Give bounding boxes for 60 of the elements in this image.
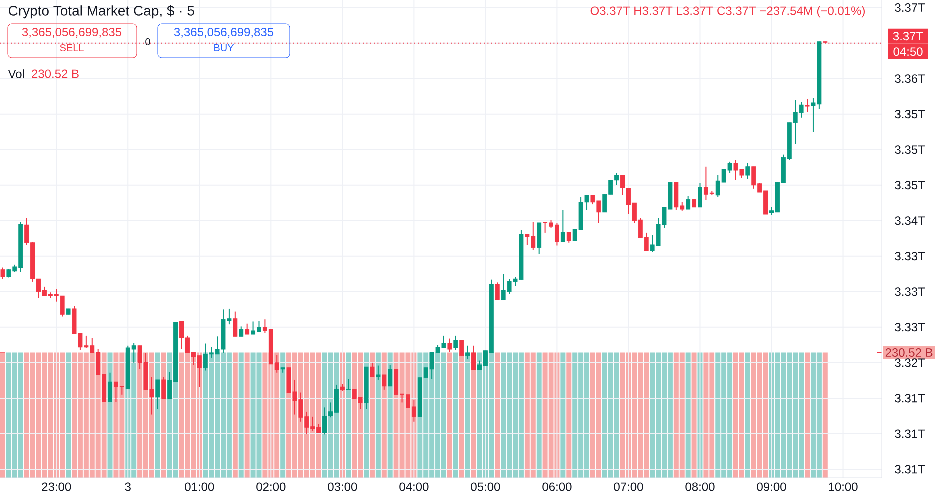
candlestick: [239, 326, 244, 338]
y-tick-label: 3.36T: [895, 74, 926, 84]
candlestick: [805, 98, 810, 113]
x-tick-label: 06:00: [542, 482, 572, 492]
candlestick: [376, 365, 381, 380]
x-tick-label: 05:00: [471, 482, 500, 492]
annotation: 3,365,056,699,835: [174, 28, 274, 38]
candlestick: [454, 335, 458, 351]
y-tick-label: 3.31T: [895, 394, 926, 403]
candlestick: [460, 340, 464, 356]
candlestick: [466, 345, 470, 360]
x-tick-label: 09:00: [757, 482, 786, 492]
annotation: 230.52 B: [32, 70, 79, 78]
x-tick-label: 23:00: [42, 482, 72, 492]
y-tick-label: 3.33T: [895, 323, 926, 332]
x-tick-label: 3: [125, 482, 131, 492]
y2-tick-label: 230.52 B: [886, 348, 933, 358]
candlestick: [448, 338, 452, 353]
candlestick: [686, 196, 691, 210]
candlestick: [472, 345, 476, 371]
candlestick: [162, 376, 166, 400]
x-tick-label: 03:00: [328, 482, 358, 492]
candlestick: [746, 162, 750, 180]
y-tick-label: 3.35T: [895, 110, 926, 119]
y-tick-label: 3.31T: [895, 430, 926, 438]
candlestick: [382, 374, 387, 390]
y-tick-label: 3.35T: [895, 181, 926, 190]
candlestick: [495, 282, 500, 300]
annotation: BUY: [214, 44, 234, 52]
candlestick: [388, 364, 393, 387]
x-tick-label: 01:00: [185, 482, 214, 492]
annotation: 0: [146, 38, 150, 46]
x-tick-label: 07:00: [614, 482, 644, 492]
y-tick-label: 3.33T: [895, 252, 926, 261]
candlestick: [566, 232, 572, 244]
annotation: SELL: [60, 44, 84, 52]
chart-title: Crypto Total Market Cap, $ · 5: [8, 5, 194, 19]
annotation: Vol: [8, 70, 24, 78]
candlestick: [370, 362, 375, 378]
candlestick: [108, 372, 112, 403]
x-tick-label: 02:00: [256, 482, 286, 492]
y-tick-label: 3.37T: [895, 4, 926, 12]
candlestick: [698, 182, 702, 208]
y-tick-label: 3.33T: [895, 288, 926, 296]
y-tick-label: 3.34T: [895, 216, 926, 226]
y-tick-label: 3.31T: [895, 465, 926, 474]
x-tick-label: 10:00: [829, 482, 858, 492]
candlestick: [0, 267, 6, 280]
candlestick: [346, 378, 351, 390]
y-tick-label: 3.35T: [895, 146, 926, 154]
y-tick-label: 3.32T: [895, 358, 926, 368]
x-tick-label: 04:00: [400, 482, 429, 492]
annotation: O3.37T H3.37T L3.37T C3.37T −237.54M (−0.01%): [590, 6, 865, 18]
x-tick-label: 08:00: [686, 482, 715, 492]
candlestick: [156, 379, 160, 410]
annotation: 3,365,056,699,835: [22, 28, 122, 38]
text: 04:50: [894, 48, 923, 56]
candlestick: [233, 311, 238, 338]
candlestick: [245, 323, 250, 336]
candlestick: [560, 210, 566, 243]
